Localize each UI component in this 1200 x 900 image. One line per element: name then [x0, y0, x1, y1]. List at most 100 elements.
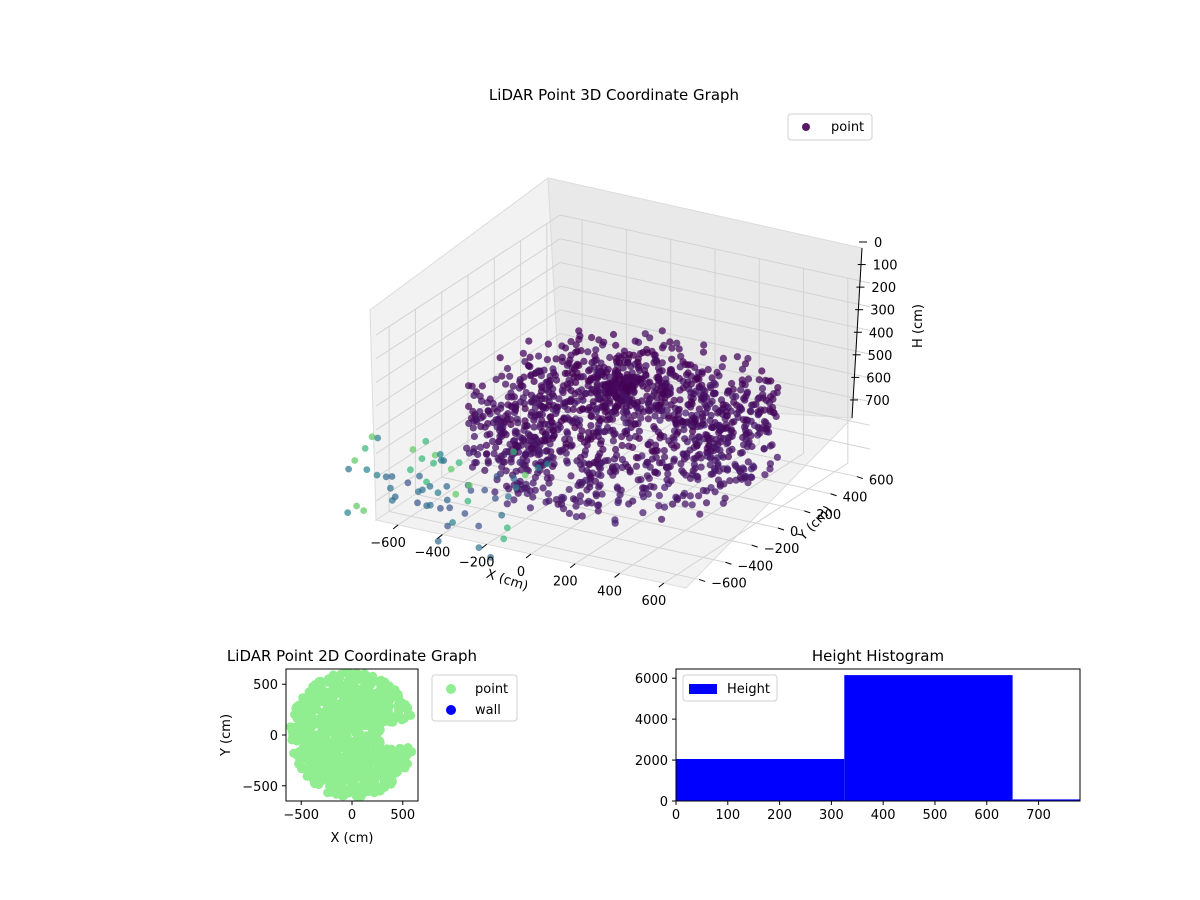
point-3d: [530, 423, 538, 431]
point-3d: [547, 474, 555, 482]
point-2d: [291, 725, 301, 735]
tick-label-x-hist: 200: [767, 808, 792, 823]
point-3d: [627, 417, 635, 425]
point-3d: [571, 424, 579, 432]
grid-back-hline: [559, 214, 871, 284]
point-3d: [519, 349, 527, 357]
point-3d: [724, 453, 733, 461]
point-3d: [749, 401, 757, 409]
point-3d: [656, 416, 664, 424]
point-3d: [613, 403, 621, 411]
point-3d: [511, 406, 520, 414]
point-3d: [682, 409, 690, 417]
point-2d: [326, 699, 336, 709]
point-2d: [368, 691, 378, 701]
tick-label-y-3d: 0: [790, 525, 798, 540]
point-2d: [386, 779, 396, 789]
point-2d: [376, 786, 385, 796]
point-3d: [611, 430, 619, 438]
grid-back-hline: [559, 238, 871, 308]
point-2d: [362, 784, 372, 794]
point-3d: [463, 444, 471, 452]
point-3d: [729, 392, 737, 400]
point-3d: [557, 417, 565, 425]
point-3d: [559, 505, 568, 513]
point-3d: [728, 418, 736, 427]
point-3d: [639, 408, 648, 416]
point-3d: [538, 403, 547, 411]
point-3d: [731, 460, 739, 469]
legend-label-point-2d: point: [475, 682, 508, 697]
point-3d: [496, 354, 504, 362]
point-3d: [559, 389, 567, 397]
point-2d: [316, 696, 326, 706]
point-2d: [340, 733, 350, 743]
point-2d: [309, 683, 318, 692]
point-3d: [665, 414, 673, 422]
point-2d: [382, 695, 392, 705]
point-3d: [698, 420, 707, 428]
point-3d: [592, 346, 600, 354]
point-3d: [594, 395, 602, 403]
point-3d: [610, 381, 618, 389]
point-2d: [331, 734, 341, 744]
legend-label-wall-2d: wall: [475, 703, 501, 718]
point-3d: [684, 361, 692, 369]
point-3d: [691, 363, 699, 372]
point-3d: [732, 476, 740, 484]
point-3d: [500, 428, 508, 437]
point-3d: [658, 515, 666, 523]
point-3d: [465, 382, 473, 390]
point-3d-outlier: [387, 484, 394, 492]
point-3d: [593, 374, 601, 382]
point-3d: [521, 422, 529, 430]
point-3d: [651, 412, 659, 420]
point-3d-outlier: [500, 535, 508, 543]
point-2d: [328, 670, 338, 680]
point-3d: [587, 374, 595, 382]
point-3d-outlier: [391, 493, 399, 501]
point-3d: [497, 452, 505, 460]
point-2d: [308, 720, 318, 730]
point-3d: [743, 388, 752, 396]
point-3d: [722, 408, 730, 416]
point-3d-outlier: [446, 504, 454, 512]
point-3d: [606, 353, 614, 362]
point-3d: [723, 465, 732, 473]
tick-label-z-3d: 500: [868, 349, 893, 364]
point-3d: [639, 382, 647, 390]
point-2d: [300, 745, 310, 755]
point-3d: [490, 450, 498, 458]
point-3d-outlier: [374, 434, 382, 442]
point-3d: [560, 494, 568, 502]
point-2d: [378, 766, 388, 776]
tick-mark-x-3d: [658, 582, 665, 588]
point-3d-outlier: [351, 457, 359, 464]
point-3d: [556, 447, 564, 455]
point-3d-outlier: [426, 483, 434, 490]
point-3d: [544, 490, 552, 498]
point-3d: [655, 502, 663, 510]
point-2d: [396, 744, 406, 754]
legend-label-height: Height: [727, 682, 770, 697]
ylabel-3d: Y (cm): [795, 503, 836, 544]
point-3d: [668, 344, 676, 352]
point-3d: [564, 406, 572, 414]
point-2d: [337, 791, 347, 801]
point-3d: [517, 466, 525, 474]
point-3d: [766, 460, 775, 468]
ticks-2d: −500 0 500 500 0 −500: [242, 678, 415, 823]
point-3d: [624, 463, 632, 471]
point-3d: [690, 461, 699, 469]
tick-label-y-hist: 4000: [635, 713, 668, 728]
point-3d-outlier: [503, 524, 511, 532]
point-3d: [614, 496, 623, 504]
point-3d: [648, 447, 656, 455]
point-3d: [581, 447, 590, 455]
point-2d: [323, 688, 333, 698]
tick-label-z-3d: 600: [866, 371, 891, 386]
point-3d-outlier: [452, 490, 460, 498]
point-3d: [744, 479, 752, 487]
point-2d: [317, 760, 327, 770]
